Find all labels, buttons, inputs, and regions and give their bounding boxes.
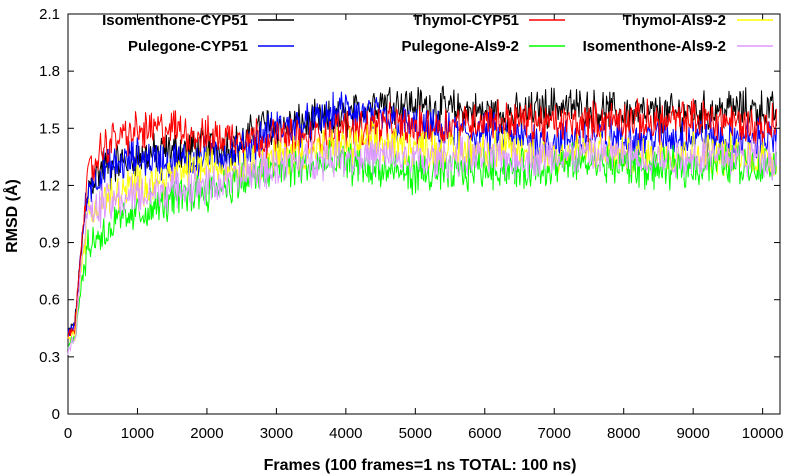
y-axis-title: RMSD (Å): [2, 179, 21, 253]
ticks-layer: 0 1000 2000 3000 4000 5000 6000 7000 8000 9000 100…: [39, 6, 783, 442]
x-tick-label: 4000: [329, 425, 362, 442]
plot-frame: [67, 13, 781, 415]
x-tick-label: 1000: [121, 425, 154, 442]
y-tick-label: 0.9: [39, 235, 60, 252]
legend-label: Thymol-Als9-2: [623, 12, 726, 29]
x-tick-label: 2000: [190, 425, 223, 442]
y-tick-label: 0.3: [39, 349, 60, 366]
x-tick-label: 5000: [399, 425, 432, 442]
series-line-isomenthone-als9-2: [67, 133, 777, 356]
y-tick-label: 0.6: [39, 292, 60, 309]
x-tick-label: 8000: [607, 425, 640, 442]
y-tick-label: 1.2: [39, 177, 60, 194]
legend-label: Isomenthone-Als9-2: [583, 38, 726, 55]
series-layer: [67, 85, 777, 356]
legend: Isomenthone-CYP51 Thymol-CYP51 Thymol-Als9…: [102, 12, 773, 55]
x-tick-label: 10000: [742, 425, 784, 442]
legend-label: Pulegone-CYP51: [128, 38, 248, 55]
series-line-thymol-cyp51: [67, 98, 777, 339]
legend-label: Thymol-CYP51: [413, 12, 519, 29]
x-tick-label: 9000: [676, 425, 709, 442]
legend-label: Isomenthone-CYP51: [102, 12, 248, 29]
y-tick-label: 1.8: [39, 63, 60, 80]
y-tick-label: 2.1: [39, 6, 60, 23]
y-tick-label: 1.5: [39, 120, 60, 137]
y-tick-label: 0: [52, 406, 60, 423]
x-tick-label: 0: [64, 425, 72, 442]
x-tick-label: 6000: [468, 425, 501, 442]
x-axis-title: Frames (100 frames=1 ns TOTAL: 100 ns): [264, 457, 577, 474]
x-tick-label: 7000: [538, 425, 571, 442]
x-tick-label: 3000: [260, 425, 293, 442]
legend-label: Pulegone-Als9-2: [401, 38, 519, 55]
